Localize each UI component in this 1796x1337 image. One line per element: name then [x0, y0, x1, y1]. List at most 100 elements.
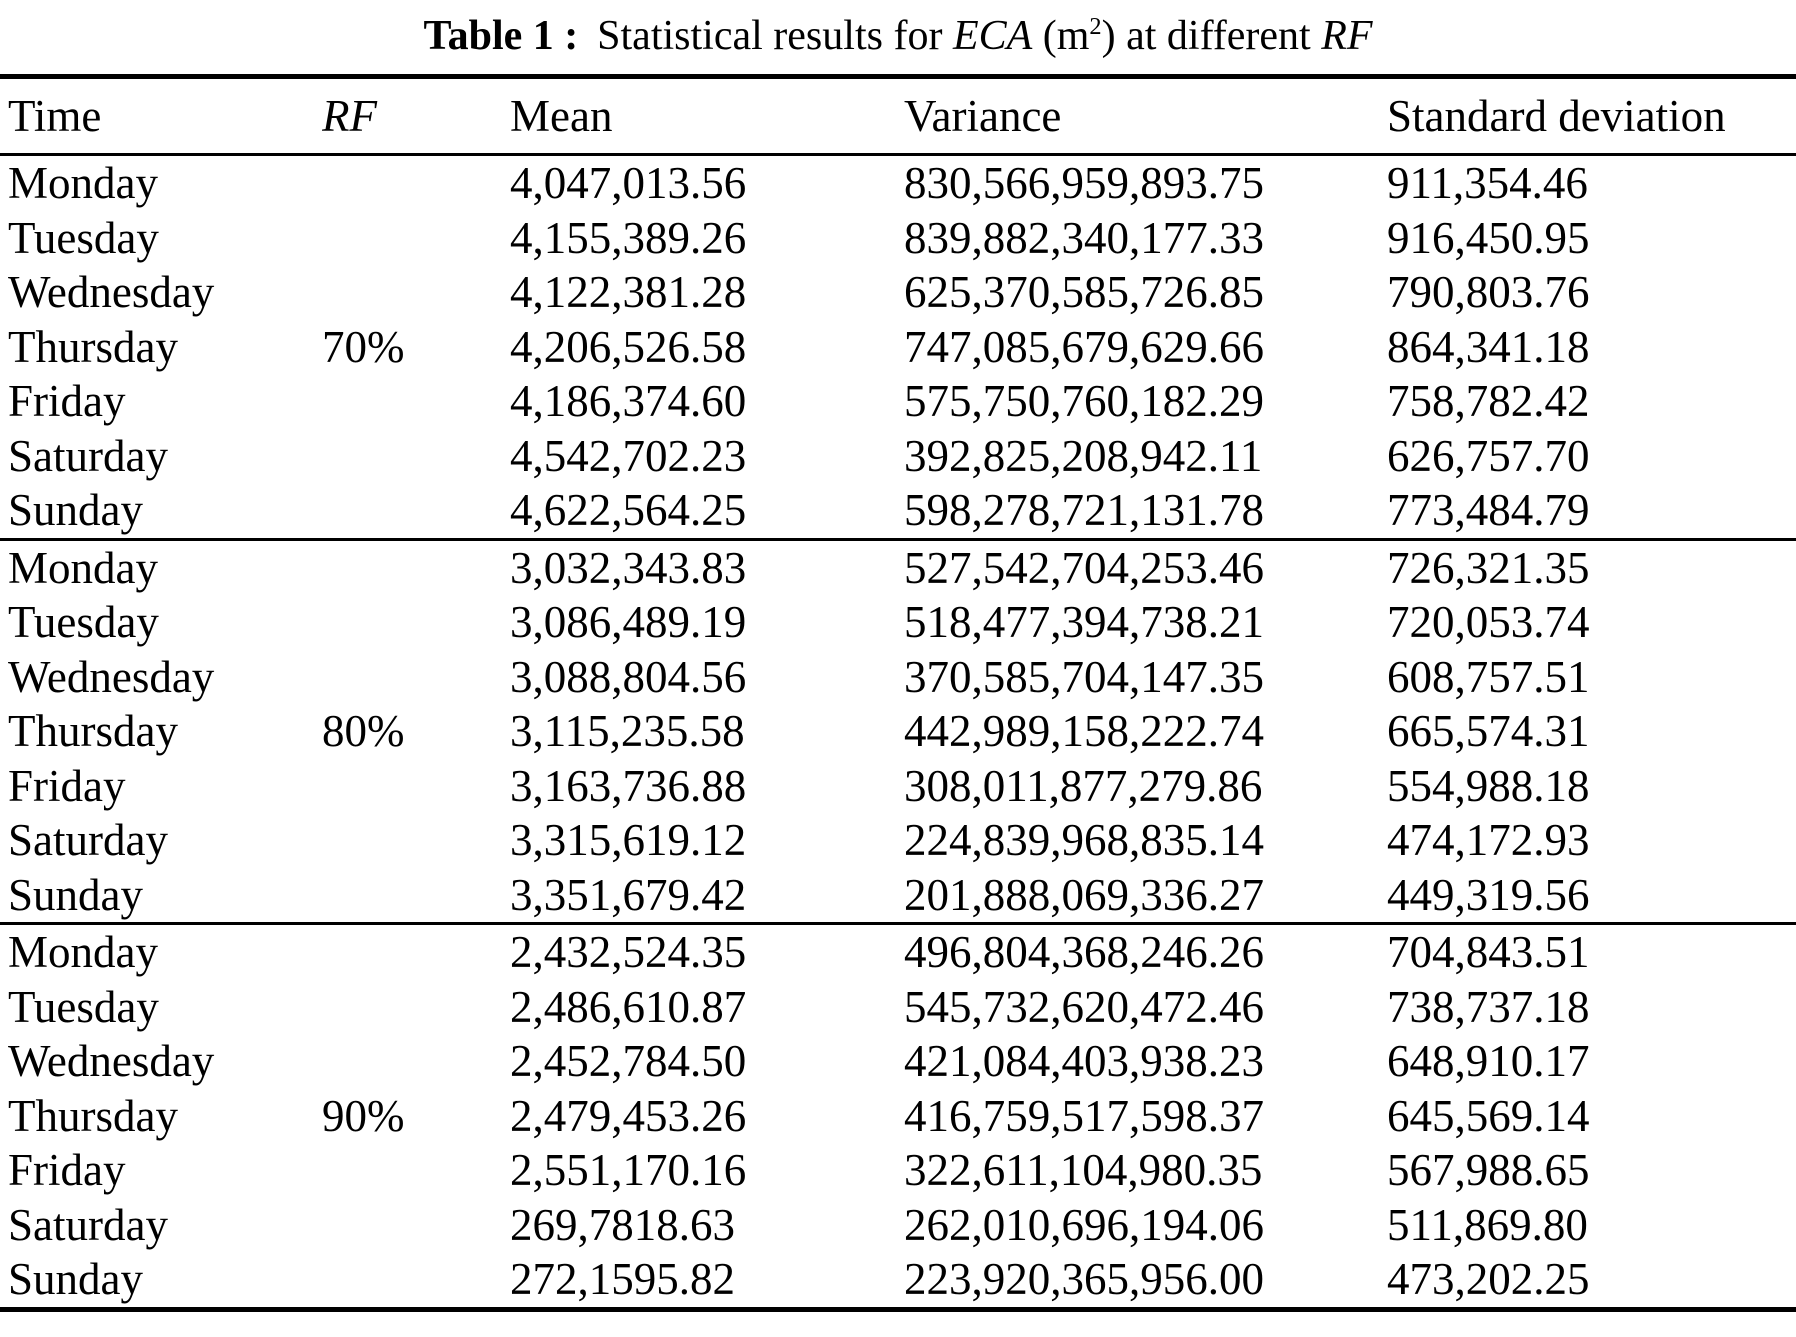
cell-mean: 3,163,736.88 — [510, 760, 747, 811]
cell-std: 473,202.25 — [1387, 1254, 1590, 1305]
cell-variance: 830,566,959,893.75 — [904, 158, 1264, 209]
cell-rf — [322, 980, 510, 1035]
cell-time: Saturday — [8, 1199, 168, 1250]
header-row: Time RF Mean Variance Standard deviation — [0, 77, 1796, 155]
cell-time: Thursday — [8, 1090, 178, 1141]
cell-time: Thursday — [8, 706, 178, 757]
cell-rf — [322, 1252, 510, 1309]
caption-part: 2 — [1089, 13, 1102, 40]
cell-variance: 527,542,704,253.46 — [904, 542, 1264, 593]
cell-rf — [322, 813, 510, 868]
cell-variance: 625,370,585,726.85 — [904, 267, 1264, 318]
table-row: Tuesday 4,155,389.26 839,882,340,177.33 916… — [0, 211, 1796, 266]
cell-std: 911,354.46 — [1387, 158, 1588, 209]
cell-time: Monday — [8, 158, 158, 209]
cell-std: 758,782.42 — [1387, 376, 1590, 427]
cell-mean: 2,452,784.50 — [510, 1036, 747, 1087]
caption-part: RF — [1321, 13, 1373, 59]
cell-variance: 370,585,704,147.35 — [904, 651, 1264, 702]
table-row: Sunday 3,351,679.42 201,888,069,336.27 449,… — [0, 868, 1796, 924]
cell-time: Tuesday — [8, 212, 159, 263]
table-row: Wednesday 4,122,381.28 625,370,585,726.85 7… — [0, 265, 1796, 320]
cell-rf — [322, 1198, 510, 1253]
cell-std: 648,910.17 — [1387, 1036, 1590, 1087]
cell-mean: 4,186,374.60 — [510, 376, 747, 427]
caption-part: Statistical results for — [597, 13, 953, 59]
cell-std: 720,053.74 — [1387, 597, 1590, 648]
cell-rf — [322, 211, 510, 266]
cell-std: 554,988.18 — [1387, 760, 1590, 811]
table-row: Thursday 70% 4,206,526.58 747,085,679,629.6… — [0, 320, 1796, 375]
cell-std: 916,450.95 — [1387, 212, 1590, 263]
column-header-variance: Variance — [904, 91, 1062, 141]
cell-variance: 518,477,394,738.21 — [904, 597, 1264, 648]
caption-part: ) at different — [1101, 13, 1322, 59]
cell-mean: 2,486,610.87 — [510, 981, 747, 1032]
rf-group-70pct: Monday 4,047,013.56 830,566,959,893.75 911,… — [0, 155, 1796, 539]
rf-group-90pct: Monday 2,432,524.35 496,804,368,246.26 704,… — [0, 924, 1796, 1310]
cell-rf: 70% — [322, 321, 405, 372]
cell-variance: 416,759,517,598.37 — [904, 1090, 1264, 1141]
column-header-standard-deviation: Standard deviation — [1387, 91, 1726, 141]
cell-rf — [322, 265, 510, 320]
table-row: Tuesday 3,086,489.19 518,477,394,738.21 720… — [0, 595, 1796, 650]
table-row: Sunday 4,622,564.25 598,278,721,131.78 773,… — [0, 483, 1796, 539]
cell-variance: 421,084,403,938.23 — [904, 1036, 1264, 1087]
caption-part: Table 1 : — [423, 13, 579, 59]
cell-std: 665,574.31 — [1387, 706, 1590, 757]
cell-mean: 4,206,526.58 — [510, 321, 747, 372]
cell-time: Wednesday — [8, 267, 215, 318]
cell-mean: 4,155,389.26 — [510, 212, 747, 263]
table-row: Monday 2,432,524.35 496,804,368,246.26 704,… — [0, 924, 1796, 980]
cell-rf — [322, 429, 510, 484]
cell-mean: 3,351,679.42 — [510, 869, 747, 920]
table-row: Thursday 90% 2,479,453.26 416,759,517,598.3… — [0, 1089, 1796, 1144]
caption-part: ECA — [952, 13, 1033, 59]
cell-time: Friday — [8, 376, 126, 427]
cell-time: Monday — [8, 927, 158, 978]
cell-time: Wednesday — [8, 651, 215, 702]
cell-std: 738,737.18 — [1387, 981, 1590, 1032]
cell-mean: 2,432,524.35 — [510, 927, 747, 978]
cell-time: Friday — [8, 760, 126, 811]
cell-rf — [322, 868, 510, 924]
table-row: Monday 4,047,013.56 830,566,959,893.75 911,… — [0, 155, 1796, 211]
cell-std: 626,757.70 — [1387, 430, 1590, 481]
cell-std: 864,341.18 — [1387, 321, 1590, 372]
cell-variance: 575,750,760,182.29 — [904, 376, 1264, 427]
statistics-table: Time RF Mean Variance Standard deviation Mon… — [0, 74, 1796, 1312]
cell-time: Wednesday — [8, 1036, 215, 1087]
table-row: Friday 4,186,374.60 575,750,760,182.29 758,… — [0, 374, 1796, 429]
cell-std: 449,319.56 — [1387, 869, 1590, 920]
cell-time: Saturday — [8, 430, 168, 481]
column-header-rf: RF — [322, 91, 377, 141]
cell-mean: 3,032,343.83 — [510, 542, 747, 593]
cell-variance: 392,825,208,942.11 — [904, 430, 1263, 481]
cell-std: 567,988.65 — [1387, 1145, 1590, 1196]
cell-rf: 80% — [322, 706, 405, 757]
cell-mean: 3,088,804.56 — [510, 651, 747, 702]
cell-time: Sunday — [8, 869, 143, 920]
column-header-time: Time — [8, 91, 102, 141]
cell-std: 511,869.80 — [1387, 1199, 1588, 1250]
table-row: Wednesday 3,088,804.56 370,585,704,147.35 6… — [0, 650, 1796, 705]
table-row: Sunday 272,1595.82 223,920,365,956.00 473,2… — [0, 1252, 1796, 1309]
cell-variance: 545,732,620,472.46 — [904, 981, 1264, 1032]
cell-mean: 2,479,453.26 — [510, 1090, 747, 1141]
cell-rf — [322, 374, 510, 429]
cell-time: Friday — [8, 1145, 126, 1196]
cell-time: Sunday — [8, 1254, 143, 1305]
cell-variance: 598,278,721,131.78 — [904, 485, 1264, 536]
cell-rf — [322, 539, 510, 595]
cell-mean: 4,542,702.23 — [510, 430, 747, 481]
cell-time: Sunday — [8, 485, 143, 536]
table-row: Tuesday 2,486,610.87 545,732,620,472.46 738… — [0, 980, 1796, 1035]
cell-mean: 272,1595.82 — [510, 1254, 735, 1305]
cell-rf — [322, 483, 510, 539]
table-row: Saturday 3,315,619.12 224,839,968,835.14 47… — [0, 813, 1796, 868]
cell-std: 704,843.51 — [1387, 927, 1590, 978]
cell-rf — [322, 924, 510, 980]
cell-variance: 496,804,368,246.26 — [904, 927, 1264, 978]
cell-time: Tuesday — [8, 597, 159, 648]
